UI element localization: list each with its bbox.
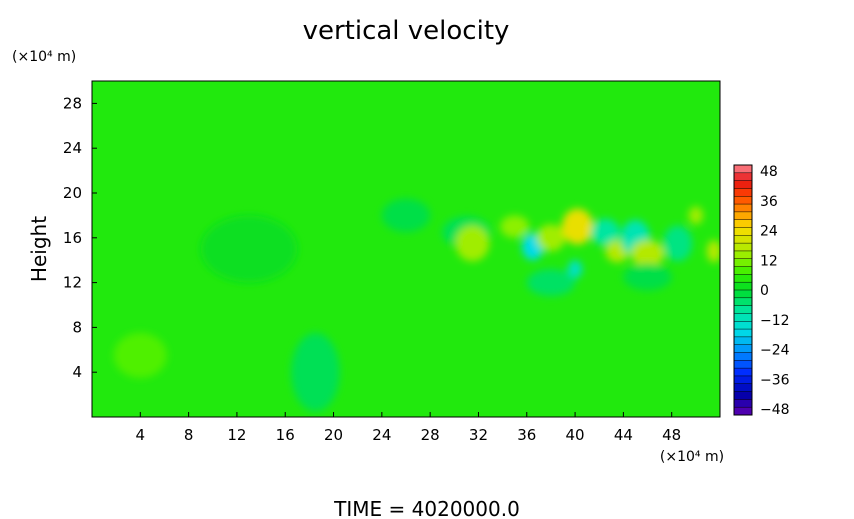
heatmap-feature [567, 260, 583, 279]
heatmap-feature [113, 333, 167, 378]
y-tick-label: 20 [63, 184, 82, 202]
heatmap-feature [455, 225, 490, 262]
colorbar-label: 12 [760, 253, 778, 269]
colorbar-segment [734, 344, 752, 353]
colorbar-segment [734, 290, 752, 299]
x-tick-label: 24 [372, 426, 391, 444]
colorbar-label: 24 [760, 224, 778, 240]
colorbar-segment [734, 204, 752, 213]
heatmap-feature [536, 224, 566, 252]
heatmap-plot-area [92, 81, 720, 417]
y-tick-label: 24 [63, 139, 82, 157]
y-axis-ticks: 4 8 12 16 20 24 28 [63, 94, 97, 381]
colorbar-segment [734, 180, 752, 189]
colorbar-segment [734, 188, 752, 197]
colorbar-segment [734, 211, 752, 221]
colorbar-segment [734, 196, 752, 205]
heatmap-features [113, 198, 720, 412]
colorbar-segment [734, 336, 752, 346]
colorbar-segment [734, 391, 752, 400]
heatmap-feature [561, 208, 594, 245]
x-tick-label: 8 [184, 426, 194, 444]
colorbar-segment [734, 329, 752, 338]
heatmap-feature [706, 240, 720, 263]
x-tick-label: 32 [469, 426, 488, 444]
colorbar-segment [734, 274, 752, 283]
colorbar-segment [734, 266, 752, 275]
x-tick-label: 4 [136, 426, 146, 444]
y-tick-label: 16 [63, 229, 82, 247]
time-label: TIME = 4020000.0 [333, 497, 520, 519]
colorbar: 48 36 24 12 0 −12 −24 −36 −48 [733, 164, 790, 418]
colorbar-segment [734, 321, 752, 330]
colorbar-label: 36 [760, 194, 778, 210]
y-tick-label: 28 [63, 94, 82, 112]
colorbar-segment [734, 172, 752, 182]
heatmap-feature [623, 263, 672, 291]
colorbar-segment [734, 243, 752, 252]
y-axis-unit: (×10⁴ m) [12, 49, 76, 65]
colorbar-segment [734, 399, 752, 408]
plot-frame [91, 80, 721, 418]
chart-title: vertical velocity [303, 16, 510, 46]
y-tick-label: 12 [63, 274, 82, 292]
colorbar-segment [734, 368, 752, 377]
colorbar-frame [733, 164, 753, 416]
colorbar-label: −24 [760, 343, 790, 359]
colorbar-segment [734, 407, 752, 416]
colorbar-segment [734, 375, 752, 385]
x-tick-label: 36 [517, 426, 536, 444]
heatmap-feature [526, 269, 576, 297]
colorbar-segment [734, 282, 752, 291]
heatmap-feature [688, 206, 704, 225]
colorbar-label: 48 [760, 164, 778, 180]
colorbar-segment [734, 227, 752, 236]
colorbar-segment [734, 219, 752, 228]
colorbar-segment [734, 258, 752, 268]
heatmap-feature [200, 215, 298, 283]
heatmap-feature [590, 218, 620, 246]
heatmap-feature [500, 215, 530, 238]
x-tick-label: 16 [276, 426, 295, 444]
colorbar-label: −48 [760, 402, 790, 418]
colorbar-segment [734, 360, 752, 369]
x-tick-label: 20 [324, 426, 343, 444]
heatmap-feature [630, 240, 665, 267]
heatmap-feature [291, 333, 340, 412]
colorbar-segment [734, 352, 752, 361]
heatmap-feature [381, 198, 431, 233]
y-tick-label: 8 [72, 318, 82, 336]
x-tick-label: 44 [614, 426, 633, 444]
colorbar-segment [734, 297, 752, 307]
colorbar-label: −36 [760, 372, 790, 388]
colorbar-segment [734, 383, 752, 393]
x-tick-label: 12 [227, 426, 246, 444]
colorbar-segment [734, 305, 752, 314]
x-tick-label: 28 [421, 426, 440, 444]
colorbar-label: 0 [760, 283, 769, 299]
x-axis-unit: (×10⁴ m) [660, 449, 724, 465]
x-tick-label: 40 [566, 426, 585, 444]
x-axis-ticks: 4 8 12 16 20 24 28 32 36 40 44 48 [136, 412, 681, 444]
colorbar-segment [734, 313, 752, 322]
heatmap-feature [663, 225, 693, 262]
x-tick-label: 48 [662, 426, 681, 444]
y-axis-label: Height [27, 216, 51, 282]
colorbar-label: −12 [760, 313, 790, 329]
y-tick-label: 4 [72, 363, 82, 381]
colorbar-segment [734, 250, 752, 260]
colorbar-segment [734, 235, 752, 244]
colorbar-segment [734, 165, 752, 174]
